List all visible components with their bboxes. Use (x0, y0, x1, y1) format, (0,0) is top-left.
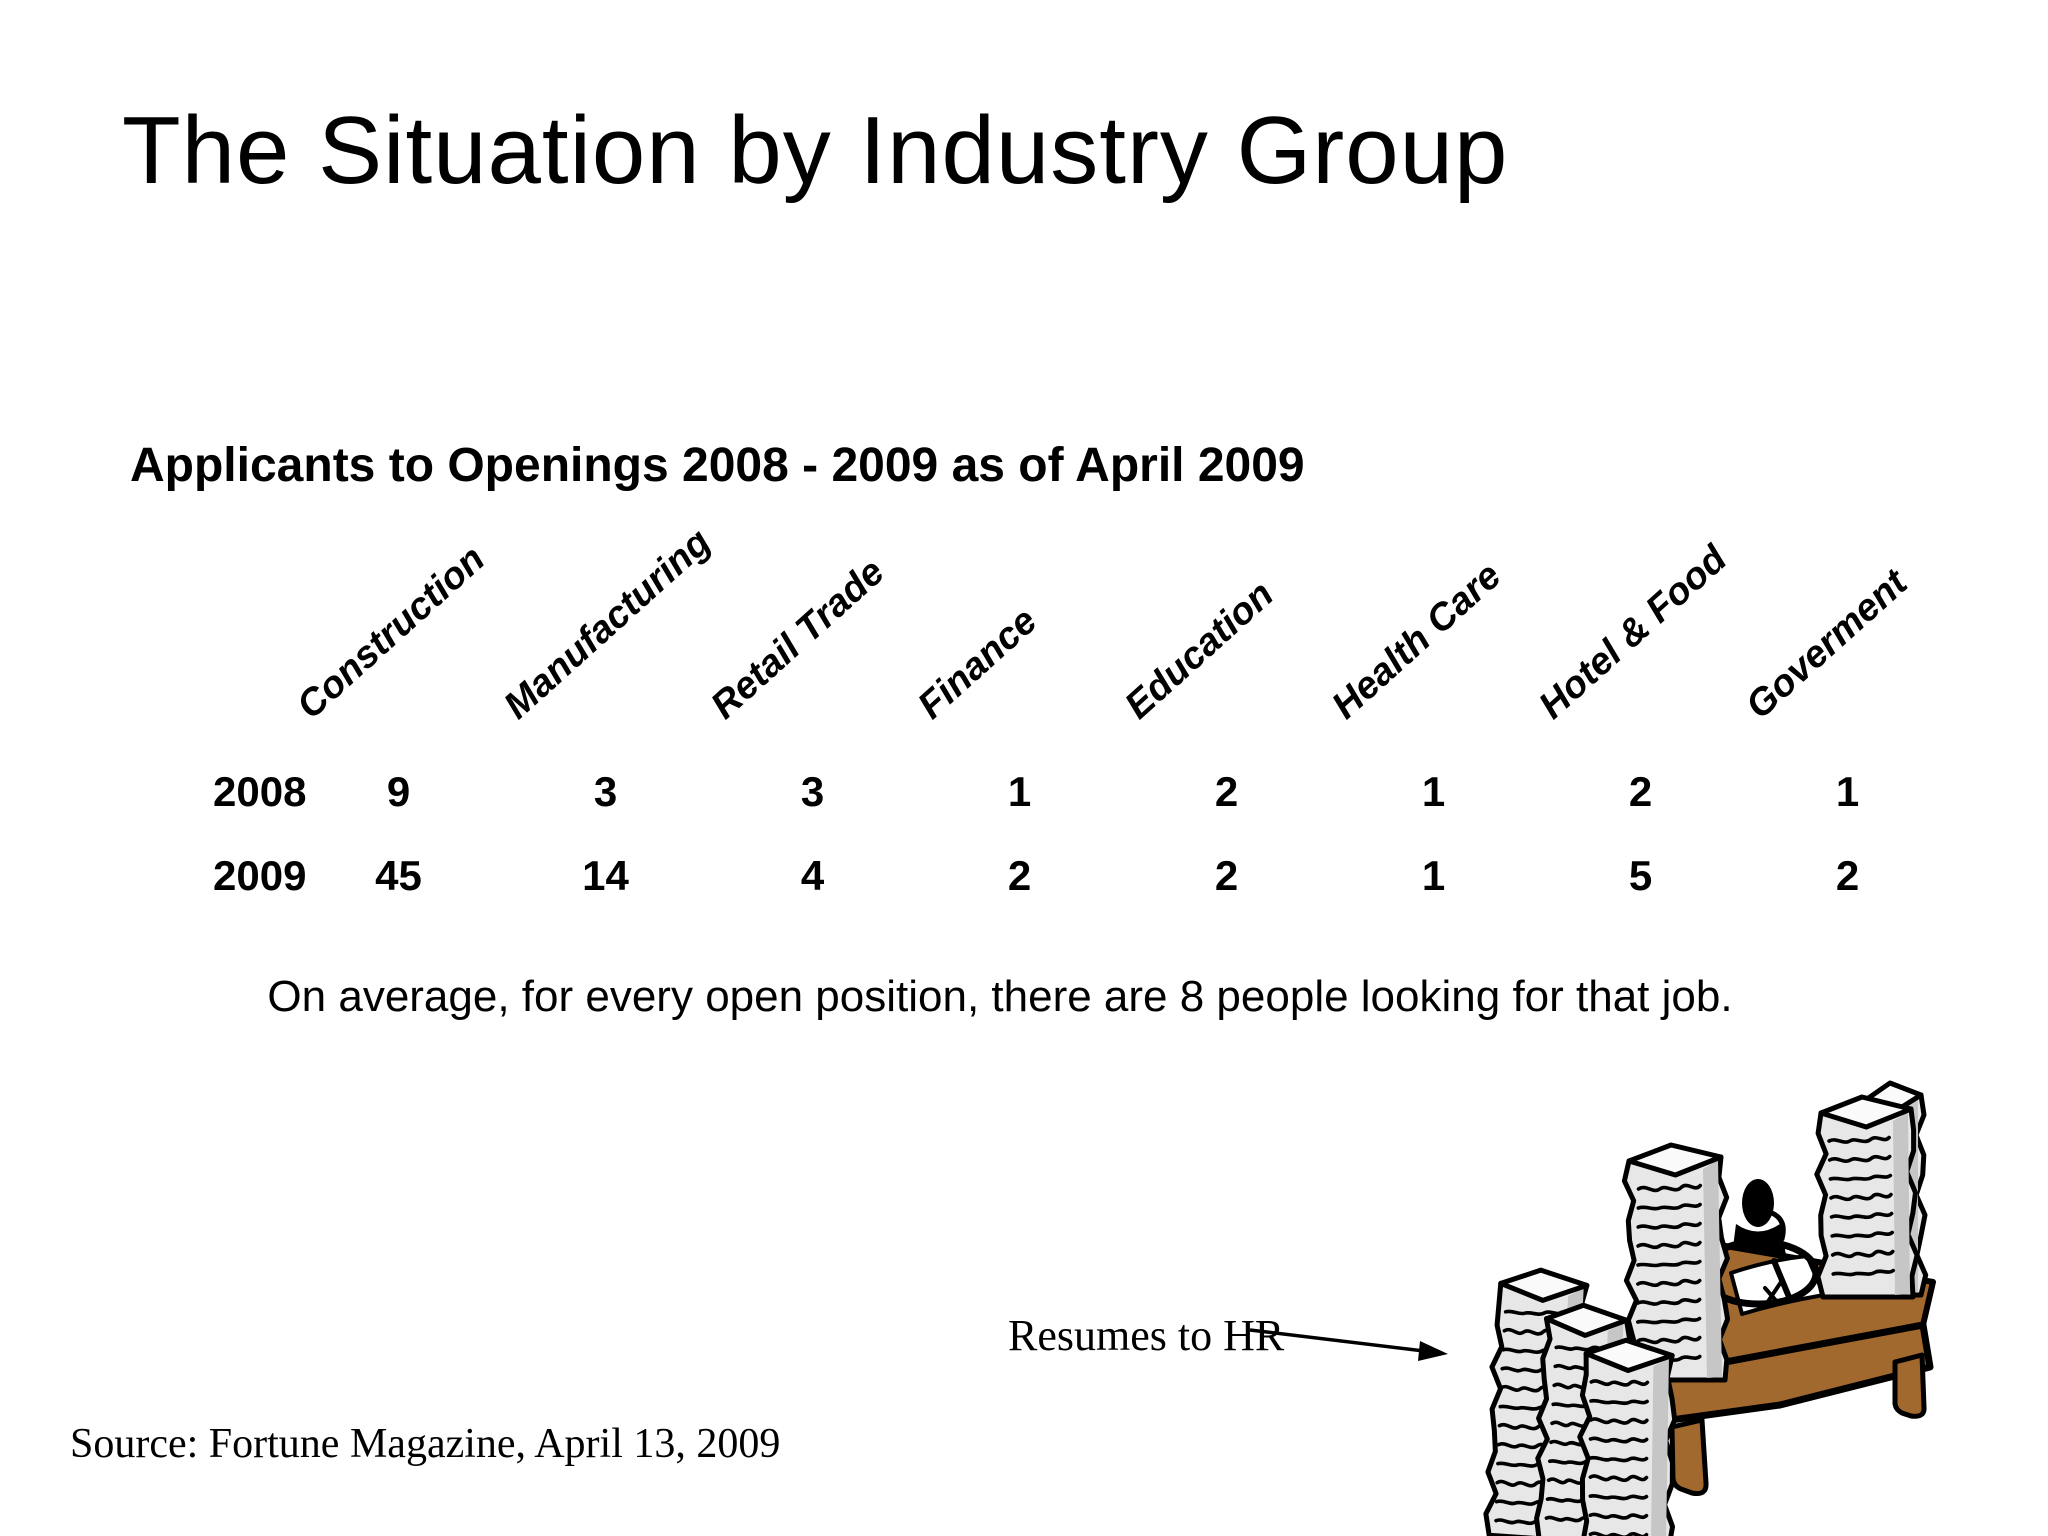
table-cell: 1 (1421, 852, 1446, 899)
pen (1771, 1258, 1792, 1300)
table-cell: 9 (386, 768, 411, 815)
table-cell: 2 (1214, 852, 1239, 899)
table-row: 2009 45 14 4 2 2 1 5 2 (185, 844, 1951, 908)
table-cell: 1 (1835, 768, 1860, 815)
table-cell: 2 (1214, 768, 1239, 815)
table-cell: 1 (1007, 768, 1032, 815)
column-header-manufacturing: Manufacturing (496, 520, 719, 728)
paper-stack (1621, 1142, 1731, 1383)
table-cell: 2 (1007, 852, 1032, 899)
paper-stack (1814, 1094, 1920, 1300)
column-header-hotel-food: Hotel & Food (1531, 537, 1736, 728)
table-cell: 5 (1628, 852, 1653, 899)
table-cell: 45 (375, 852, 422, 899)
table-cell: 1 (1421, 768, 1446, 815)
table-row: 2008 9 3 3 1 2 1 2 1 (185, 760, 1951, 824)
column-header-retail-trade: Retail Trade (703, 550, 893, 728)
row-year-label: 2008 (213, 768, 307, 815)
column-header-education: Education (1117, 573, 1282, 728)
source-citation: Source: Fortune Magazine, April 13, 2009 (70, 1421, 781, 1467)
column-header-finance: Finance (910, 599, 1046, 728)
annotation-arrow-icon (1249, 1328, 1448, 1361)
column-header-health-care: Health Care (1324, 554, 1510, 728)
pen-scribble (1763, 1280, 1783, 1308)
table-cell: 3 (593, 768, 618, 815)
table-cell: 14 (582, 852, 629, 899)
resumes-to-hr-label: Resumes to HR (1008, 1311, 1285, 1360)
floor-stacks (1483, 1267, 1678, 1536)
slide-title: The Situation by Industry Group (122, 97, 1509, 204)
row-year-label: 2009 (213, 852, 307, 899)
table-title: Applicants to Openings 2008 - 2009 as of… (130, 439, 1305, 492)
table-cell: 3 (800, 768, 825, 815)
column-header-goverment: Goverment (1738, 561, 1916, 728)
table-cell: 4 (800, 852, 825, 899)
desk-left-leg (1669, 1417, 1709, 1496)
person-at-desk-illustration (1483, 1080, 1936, 1536)
table-header-row: Construction Manufacturing Retail Trade … (185, 521, 1951, 760)
table-cell: 2 (1835, 852, 1860, 899)
table-cell: 2 (1628, 768, 1653, 815)
ponytail (1769, 1210, 1786, 1242)
paper-stack (1577, 1337, 1678, 1536)
column-header-construction: Construction (289, 537, 494, 728)
average-note: On average, for every open position, the… (267, 972, 1733, 1021)
desk-right-leg (1892, 1352, 1927, 1419)
applicants-table: Construction Manufacturing Retail Trade … (185, 521, 1951, 925)
